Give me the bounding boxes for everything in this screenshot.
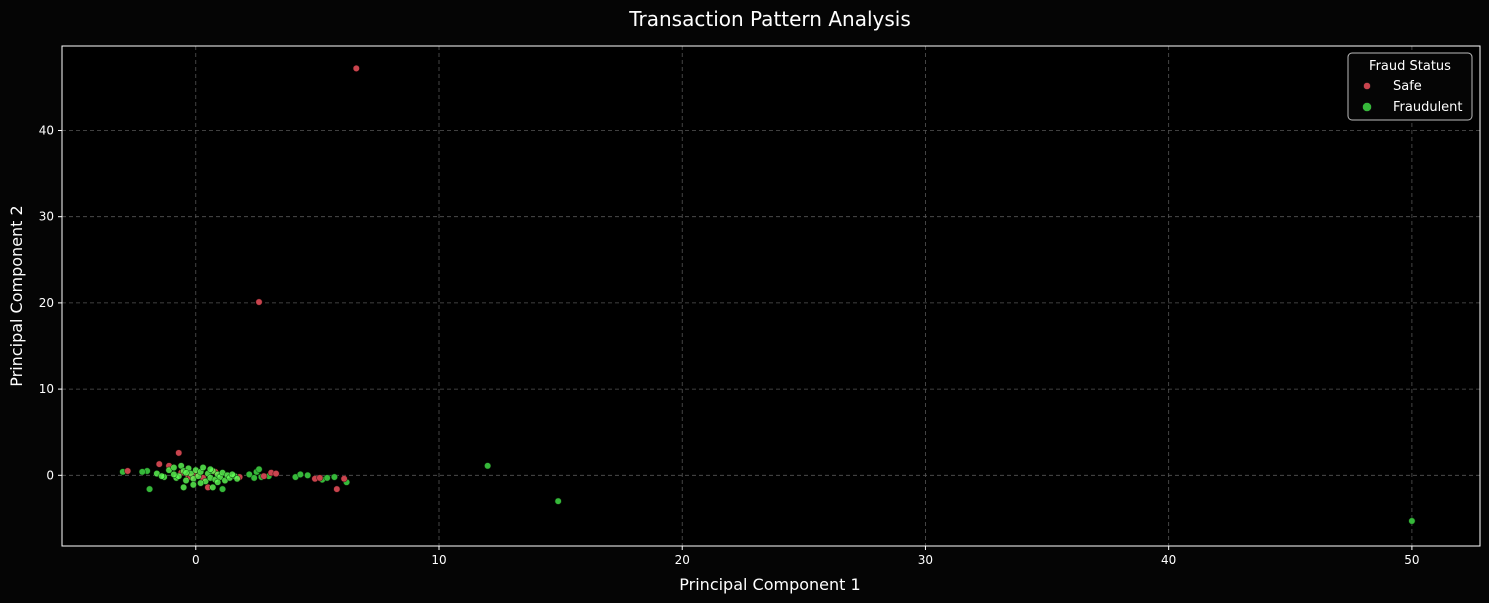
y-axis-label: Principal Component 2 bbox=[7, 205, 26, 386]
legend-safe-label: Safe bbox=[1393, 79, 1422, 94]
fraudulent-point bbox=[233, 475, 241, 483]
fraudulent-point bbox=[182, 469, 190, 477]
safe-point bbox=[260, 472, 268, 480]
legend-box bbox=[1347, 52, 1473, 121]
x-tick-label: 0 bbox=[192, 553, 200, 567]
safe-point bbox=[124, 467, 132, 475]
legend-fraudulent-marker bbox=[1362, 102, 1372, 112]
x-tick-label: 40 bbox=[1161, 553, 1176, 567]
x-tick-label: 30 bbox=[918, 553, 933, 567]
y-tick-label: 30 bbox=[39, 210, 54, 224]
y-tick-label: 10 bbox=[39, 382, 54, 396]
legend-fraudulent-label: Fraudulent bbox=[1393, 100, 1463, 115]
fraudulent-point bbox=[554, 497, 562, 505]
fraudulent-point bbox=[170, 470, 178, 478]
fraudulent-point bbox=[304, 471, 312, 479]
fraudulent-point bbox=[296, 470, 304, 478]
legend-title: Fraud Status bbox=[1369, 59, 1451, 74]
fraudulent-point bbox=[197, 479, 205, 487]
fraudulent-point bbox=[228, 470, 236, 478]
fraudulent-point bbox=[170, 464, 178, 472]
fraudulent-point bbox=[255, 465, 263, 473]
x-axis-ticks: 0 10 20 30 40 50 bbox=[192, 546, 1420, 567]
x-tick-label: 20 bbox=[675, 553, 690, 567]
x-tick-label: 10 bbox=[431, 553, 446, 567]
fraudulent-point bbox=[323, 474, 331, 482]
x-axis-label: Principal Component 1 bbox=[679, 575, 860, 594]
fraudulent-point bbox=[214, 478, 222, 486]
chart-title: Transaction Pattern Analysis bbox=[628, 7, 910, 31]
plot-frame bbox=[61, 45, 1481, 547]
plot-area bbox=[62, 46, 1480, 546]
fraudulent-point bbox=[138, 468, 146, 476]
y-axis-ticks: 0 10 20 30 40 bbox=[39, 123, 62, 482]
grid-lines bbox=[62, 46, 1480, 546]
fraudulent-point bbox=[158, 472, 166, 480]
legend-safe-marker bbox=[1363, 82, 1371, 90]
fraudulent-point bbox=[330, 473, 338, 481]
fraudulent-point bbox=[180, 483, 188, 491]
y-tick-label: 0 bbox=[46, 468, 54, 482]
safe-point bbox=[316, 474, 324, 482]
safe-series-foreground bbox=[124, 64, 360, 493]
fraudulent-point bbox=[146, 485, 154, 493]
y-tick-label: 20 bbox=[39, 296, 54, 310]
fraudulent-point bbox=[199, 464, 207, 472]
fraudulent-point bbox=[182, 477, 190, 484]
fraudulent-point bbox=[245, 470, 253, 478]
fraudulent-point bbox=[219, 485, 226, 493]
x-tick-label: 50 bbox=[1404, 553, 1419, 567]
fraudulent-point bbox=[209, 483, 217, 491]
safe-point bbox=[155, 460, 163, 468]
safe-point bbox=[175, 449, 183, 457]
fraudulent-point bbox=[484, 462, 492, 470]
fraudulent-point bbox=[1408, 517, 1416, 525]
safe-point bbox=[333, 485, 341, 493]
fraudulent-point bbox=[189, 481, 197, 489]
safe-point bbox=[352, 64, 360, 72]
fraudulent-point bbox=[206, 465, 214, 473]
y-tick-label: 40 bbox=[39, 123, 54, 137]
safe-point bbox=[340, 475, 348, 483]
safe-point bbox=[255, 298, 263, 306]
safe-point bbox=[272, 470, 280, 478]
legend: Fraud Status Safe Fraudulent bbox=[1347, 52, 1473, 121]
fraudulent-point bbox=[250, 474, 258, 482]
